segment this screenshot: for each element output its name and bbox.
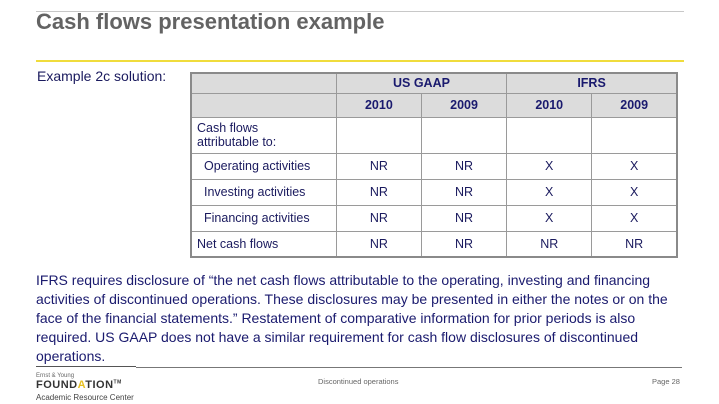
cell: NR bbox=[420, 230, 508, 258]
header-empty-cell bbox=[190, 72, 337, 94]
table-row: Financing activities NR NR X X bbox=[190, 204, 678, 232]
table-row: Net cash flows NR NR NR NR bbox=[190, 230, 678, 258]
cell: NR bbox=[420, 152, 508, 180]
table-row: Investing activities NR NR X X bbox=[190, 178, 678, 206]
trademark: TM bbox=[113, 379, 122, 386]
header-year: 2010 bbox=[506, 92, 593, 118]
header-year: 2009 bbox=[591, 92, 678, 118]
cell: X bbox=[591, 152, 678, 180]
foundation-logo: FOUNDATIONTM bbox=[36, 379, 122, 391]
header-empty-cell bbox=[190, 92, 337, 118]
section-row: Cash flows attributable to: bbox=[190, 116, 678, 154]
cell: NR bbox=[335, 178, 422, 206]
header-ifrs: IFRS bbox=[506, 72, 678, 94]
row-label: Net cash flows bbox=[190, 230, 337, 258]
cell: X bbox=[506, 178, 593, 206]
row-label: Operating activities bbox=[190, 152, 337, 180]
logo-text: TION bbox=[85, 379, 114, 391]
cash-flows-table: US GAAP IFRS 2010 2009 2010 2009 Cash fl… bbox=[190, 72, 678, 258]
footer-rule-left bbox=[36, 366, 136, 367]
page-number: Page 28 bbox=[652, 377, 680, 386]
header-year: 2009 bbox=[420, 92, 508, 118]
header-year: 2010 bbox=[335, 92, 422, 118]
example-label: Example 2c solution: bbox=[37, 68, 167, 84]
logo-text: FOUND bbox=[36, 379, 78, 391]
table-row: Operating activities NR NR X X bbox=[190, 152, 678, 180]
cell: NR bbox=[506, 230, 593, 258]
logo-a-mark-icon: A bbox=[77, 379, 86, 391]
cell: NR bbox=[591, 230, 678, 258]
row-label: Investing activities bbox=[190, 178, 337, 206]
header-us-gaap: US GAAP bbox=[335, 72, 508, 94]
cell: NR bbox=[420, 178, 508, 206]
cell: NR bbox=[335, 152, 422, 180]
footer-section-name: Discontinued operations bbox=[318, 377, 399, 386]
cell: NR bbox=[420, 204, 508, 232]
section-label: Cash flows attributable to: bbox=[190, 116, 337, 154]
title-underline bbox=[36, 60, 684, 62]
cell: X bbox=[591, 178, 678, 206]
logo-subtitle: Academic Resource Center bbox=[36, 393, 134, 402]
header-row-years: 2010 2009 2010 2009 bbox=[190, 92, 678, 118]
footer-rule bbox=[136, 367, 682, 368]
logo-ernst-young: Ernst & Young bbox=[36, 373, 75, 379]
cell: NR bbox=[335, 204, 422, 232]
row-label: Financing activities bbox=[190, 204, 337, 232]
explanation-paragraph: IFRS requires disclosure of “the net cas… bbox=[36, 272, 668, 364]
cell: X bbox=[506, 152, 593, 180]
cell: X bbox=[591, 204, 678, 232]
header-row-groups: US GAAP IFRS bbox=[190, 72, 678, 94]
cell: X bbox=[506, 204, 593, 232]
top-rule bbox=[36, 11, 684, 12]
cell: NR bbox=[335, 230, 422, 258]
slide-title: Cash flows presentation example bbox=[36, 9, 385, 34]
